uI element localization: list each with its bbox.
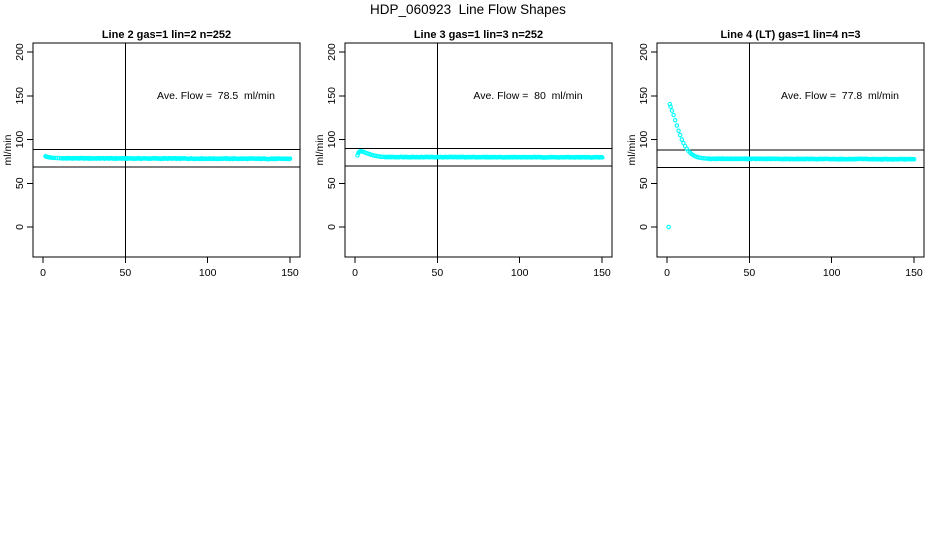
- panel3-ave-flow-annotation: Ave. Flow = 77.8 ml/min: [781, 90, 899, 102]
- svg-text:100: 100: [14, 131, 26, 149]
- svg-text:0: 0: [664, 267, 670, 279]
- svg-text:150: 150: [326, 87, 338, 105]
- svg-text:100: 100: [326, 131, 338, 149]
- panel1-title: Line 2 gas=1 lin=2 n=252: [101, 29, 232, 41]
- panel3-title: Line 4 (LT) gas=1 lin=4 n=3: [720, 29, 861, 41]
- svg-text:100: 100: [199, 267, 217, 279]
- panel2-ave-flow-annotation: Ave. Flow = 80 ml/min: [473, 90, 583, 102]
- svg-text:50: 50: [119, 267, 131, 279]
- figure-title: HDP_060923 Line Flow Shapes: [370, 2, 566, 17]
- svg-text:0: 0: [40, 267, 46, 279]
- svg-text:0: 0: [638, 224, 650, 230]
- panel2-title: Line 3 gas=1 lin=3 n=252: [413, 29, 544, 41]
- svg-text:0: 0: [326, 224, 338, 230]
- svg-text:150: 150: [281, 267, 299, 279]
- panel2-y-axis-label: ml/min: [314, 134, 326, 166]
- svg-text:200: 200: [14, 43, 26, 61]
- svg-text:0: 0: [352, 267, 358, 279]
- svg-text:50: 50: [431, 267, 443, 279]
- svg-text:100: 100: [511, 267, 529, 279]
- svg-text:200: 200: [638, 43, 650, 61]
- svg-text:50: 50: [326, 177, 338, 189]
- panel3-y-axis-label: ml/min: [626, 134, 638, 166]
- svg-text:150: 150: [14, 87, 26, 105]
- svg-text:50: 50: [743, 267, 755, 279]
- svg-text:200: 200: [326, 43, 338, 61]
- svg-text:150: 150: [905, 267, 923, 279]
- svg-text:150: 150: [638, 87, 650, 105]
- svg-text:50: 50: [14, 177, 26, 189]
- panel1-ave-flow-annotation: Ave. Flow = 78.5 ml/min: [157, 90, 275, 102]
- svg-text:50: 50: [638, 177, 650, 189]
- svg-text:100: 100: [638, 131, 650, 149]
- panel1-y-axis-label: ml/min: [2, 134, 14, 166]
- svg-text:100: 100: [823, 267, 841, 279]
- svg-text:0: 0: [14, 224, 26, 230]
- svg-text:150: 150: [593, 267, 611, 279]
